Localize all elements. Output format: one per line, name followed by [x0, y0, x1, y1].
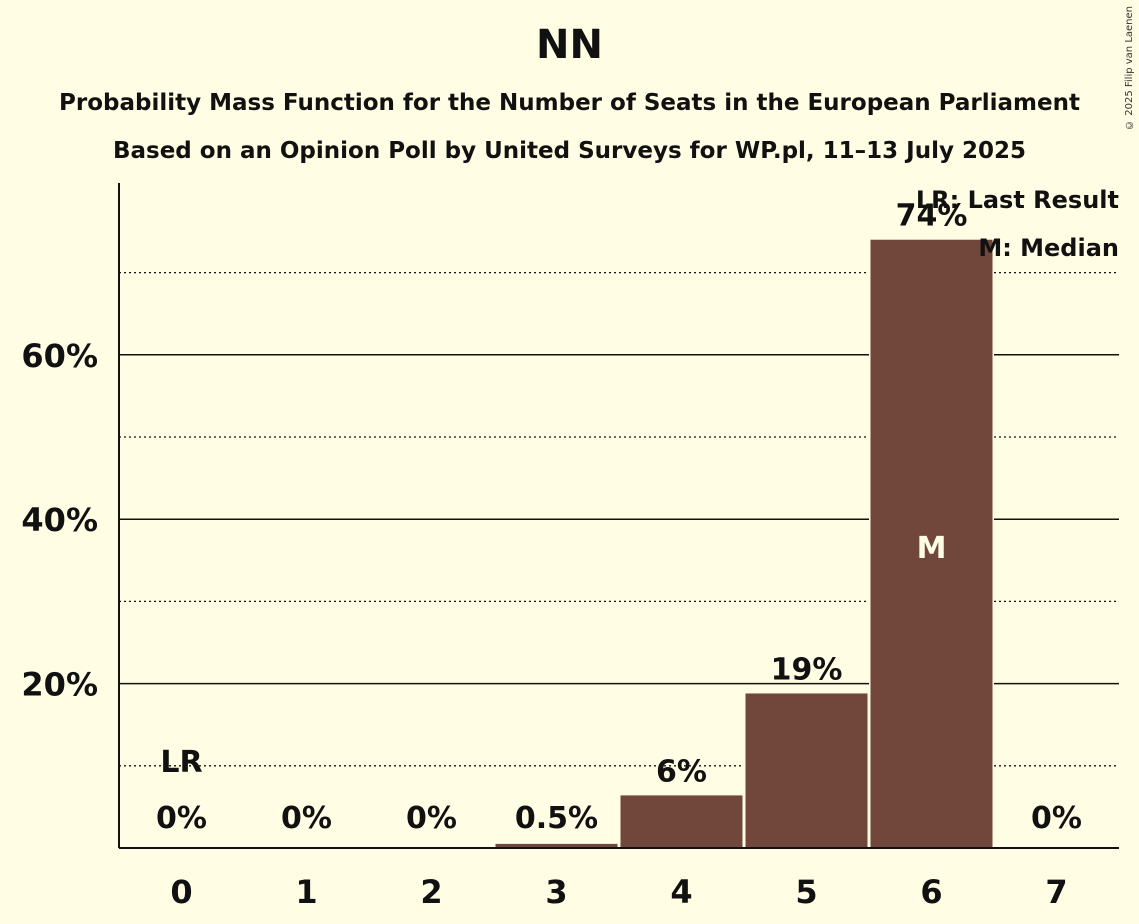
value-label: 0.5%	[515, 801, 598, 836]
legend-median: M: Median	[978, 234, 1119, 262]
value-label: 74%	[896, 199, 968, 234]
y-tick-label: 20%	[21, 666, 98, 704]
value-label: 0%	[406, 801, 457, 836]
x-tick-label: 7	[1045, 873, 1067, 911]
y-tick-label: 60%	[21, 337, 98, 375]
x-tick-label: 1	[295, 873, 317, 911]
x-tick-label: 0	[170, 873, 192, 911]
x-tick-label: 5	[795, 873, 817, 911]
x-tick-label: 4	[670, 873, 692, 911]
x-tick-label: 3	[545, 873, 567, 911]
last-result-marker: LR	[160, 745, 202, 780]
y-tick-label: 40%	[21, 501, 98, 539]
chart-source: Based on an Opinion Poll by United Surve…	[112, 138, 1027, 164]
value-label: 0%	[1031, 801, 1082, 836]
bar-seat-6	[870, 239, 993, 849]
bar-seat-5	[745, 693, 868, 848]
bar-seat-4	[620, 795, 743, 848]
legend-last-result: LR: Last Result	[915, 186, 1119, 214]
value-label: 0%	[156, 801, 207, 836]
median-marker: M	[917, 531, 947, 566]
x-tick-label: 6	[920, 873, 942, 911]
value-label: 6%	[656, 754, 707, 789]
chart-subtitle: Probability Mass Function for the Number…	[59, 90, 1080, 116]
chart-title: NN	[536, 22, 603, 68]
x-tick-label: 2	[420, 873, 442, 911]
value-label: 19%	[771, 652, 843, 687]
bar-seat-3	[495, 843, 618, 848]
value-label: 0%	[281, 801, 332, 836]
